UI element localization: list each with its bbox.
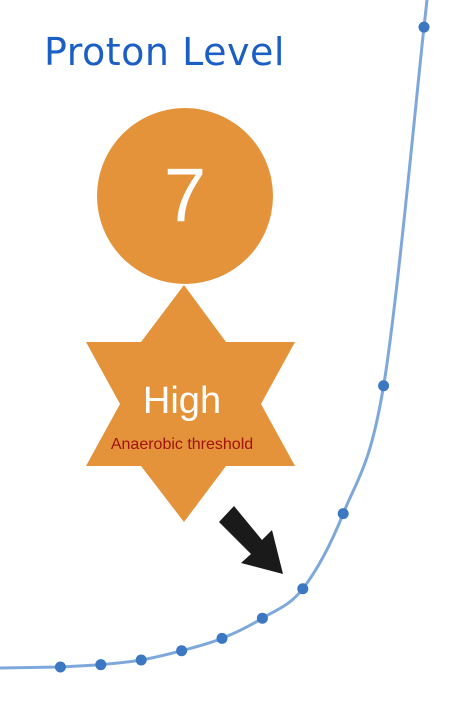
badge-star	[86, 285, 295, 522]
curve-point	[135, 654, 147, 666]
level-label: High	[142, 380, 222, 422]
zone-label: Anaerobic threshold	[110, 436, 254, 453]
curve-point	[95, 659, 107, 671]
proton-value-badge: 7	[97, 108, 273, 284]
curve-point	[176, 645, 188, 657]
curve-point	[256, 612, 268, 624]
page-title: Proton Level	[44, 30, 285, 74]
curve-point	[54, 661, 66, 673]
curve-point	[297, 583, 309, 595]
curve-point	[337, 508, 349, 520]
curve-point	[378, 380, 390, 392]
curve-point	[216, 632, 228, 644]
arrow-down-right-icon	[219, 506, 283, 574]
curve-point	[418, 21, 430, 33]
proton-value: 7	[163, 153, 207, 238]
curve-line	[0, 0, 429, 670]
